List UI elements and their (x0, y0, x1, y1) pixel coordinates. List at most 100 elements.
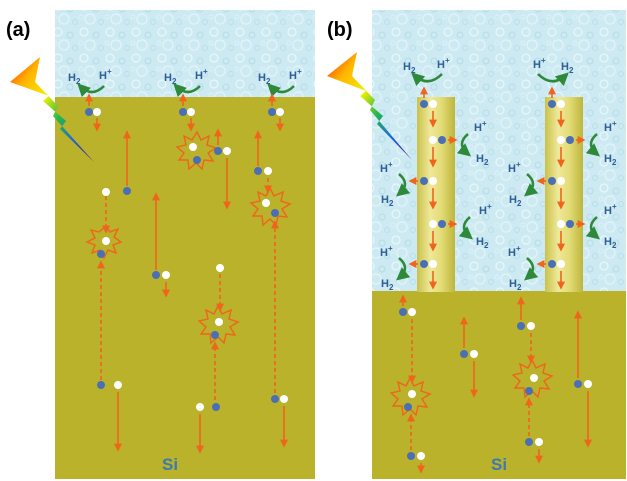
electron-dot-icon (404, 403, 412, 411)
reaction-arrow (537, 72, 569, 86)
hole-dot-icon (223, 147, 231, 155)
surface-reaction: H+ H2 (585, 119, 617, 167)
nanowire-pillar (417, 97, 455, 292)
hole-dot-icon (102, 188, 110, 196)
electron-dot-icon (254, 167, 262, 175)
proton-label: H+ (195, 67, 208, 82)
hole-dot-icon (557, 220, 565, 228)
lightning-bolt-icon (327, 52, 412, 160)
panel-b: (b) Si H2 H+ H+ H2 H+ H2 (327, 10, 626, 479)
hole-dot-icon (215, 318, 223, 326)
panel-b-label: (b) (327, 19, 353, 41)
hole-dot-icon (408, 390, 416, 398)
electron-dot-icon (214, 147, 222, 155)
panel-a-carriers (85, 93, 292, 454)
electron-dot-icon (97, 250, 105, 258)
electron-dot-icon (525, 438, 533, 446)
h2-label: H2 (381, 278, 394, 292)
hole-dot-icon (429, 220, 437, 228)
hole-dot-icon (535, 438, 543, 446)
panel-a-electrolyte (55, 10, 315, 97)
hole-dot-icon (189, 143, 197, 151)
h2-label: H2 (604, 236, 617, 250)
electron-dot-icon (152, 271, 160, 279)
electron-dot-icon (566, 136, 574, 144)
electron-dot-icon (212, 403, 220, 411)
surface-reaction: H2 H+ (258, 67, 302, 98)
reaction-arrow (411, 72, 443, 86)
panel-b-electrolyte (372, 10, 626, 291)
surface-reaction: H+ H2 (508, 160, 539, 208)
nanowire-pillar (545, 97, 583, 292)
electron-dot-icon (123, 187, 131, 195)
hole-dot-icon (527, 322, 535, 330)
hole-dot-icon (530, 374, 538, 382)
reaction-arrow (77, 83, 105, 98)
reaction-arrow (458, 216, 473, 240)
electron-dot-icon (271, 209, 279, 217)
hole-dot-icon (280, 395, 288, 403)
electron-dot-icon (420, 260, 428, 268)
hole-dot-icon (557, 100, 565, 108)
h2-label: H2 (68, 72, 81, 86)
proton-label: H+ (604, 202, 617, 217)
electron-dot-icon (438, 220, 446, 228)
surface-reaction: H+ H2 (380, 160, 411, 208)
electron-dot-icon (193, 156, 201, 164)
electron-dot-icon (399, 308, 407, 316)
reaction-arrow (524, 173, 539, 197)
reaction-arrow (173, 83, 201, 98)
electron-dot-icon (438, 136, 446, 144)
proton-label: H+ (380, 244, 393, 259)
electron-dot-icon (85, 108, 93, 116)
proton-label: H+ (380, 160, 393, 175)
h2-label: H2 (164, 72, 177, 86)
panel-b-pillar-carriers (408, 86, 586, 290)
panel-a-surface-reactions: H2 H+ H2 H+ H2 H+ (68, 67, 302, 98)
panel-a-silicon (55, 97, 315, 479)
electron-dot-icon (268, 108, 276, 116)
reaction-arrow (524, 257, 539, 281)
recombination-star-icon (249, 186, 292, 227)
reaction-arrow (267, 83, 295, 98)
hole-dot-icon (429, 100, 437, 108)
electron-dot-icon (517, 322, 525, 330)
hole-dot-icon (187, 108, 195, 116)
surface-reaction: H+ H2 (533, 56, 574, 86)
electron-dot-icon (548, 260, 556, 268)
reaction-arrow (396, 173, 411, 197)
lightning-bolt-icon (10, 57, 94, 162)
h2-label: H2 (403, 61, 416, 75)
hole-dot-icon (114, 381, 122, 389)
panel-b-silicon (372, 291, 626, 479)
h2-label: H2 (509, 278, 522, 292)
electron-dot-icon (271, 395, 279, 403)
surface-reaction: H+ H2 (380, 244, 411, 292)
hole-dot-icon (417, 452, 425, 460)
hole-dot-icon (429, 177, 437, 185)
electron-dot-icon (548, 100, 556, 108)
proton-label: H+ (604, 119, 617, 134)
hole-dot-icon (216, 264, 224, 272)
h2-label: H2 (509, 194, 522, 208)
electron-dot-icon (179, 108, 187, 116)
electron-dot-icon (211, 331, 219, 339)
electron-dot-icon (407, 452, 415, 460)
proton-label: H+ (474, 119, 487, 134)
hole-dot-icon (93, 108, 101, 116)
panel-a-si-label: Si (162, 455, 178, 474)
panel-b-surface-reactions: H2 H+ H+ H2 H+ H2 H+ H2 H+ (380, 56, 617, 292)
electron-dot-icon (566, 220, 574, 228)
electron-dot-icon (460, 350, 468, 358)
electron-dot-icon (574, 380, 582, 388)
proton-label: H+ (99, 67, 112, 82)
proton-label: H+ (508, 244, 521, 259)
surface-reaction: H+ H2 (585, 202, 617, 250)
panel-a: (a) Si H2 H+ H2 H+ H2 H+ (6, 10, 315, 479)
proton-label: H+ (479, 202, 492, 217)
surface-reaction: H+ H2 (508, 244, 539, 292)
electron-dot-icon (525, 387, 533, 395)
hole-dot-icon (102, 237, 110, 245)
reaction-arrow (585, 133, 600, 157)
